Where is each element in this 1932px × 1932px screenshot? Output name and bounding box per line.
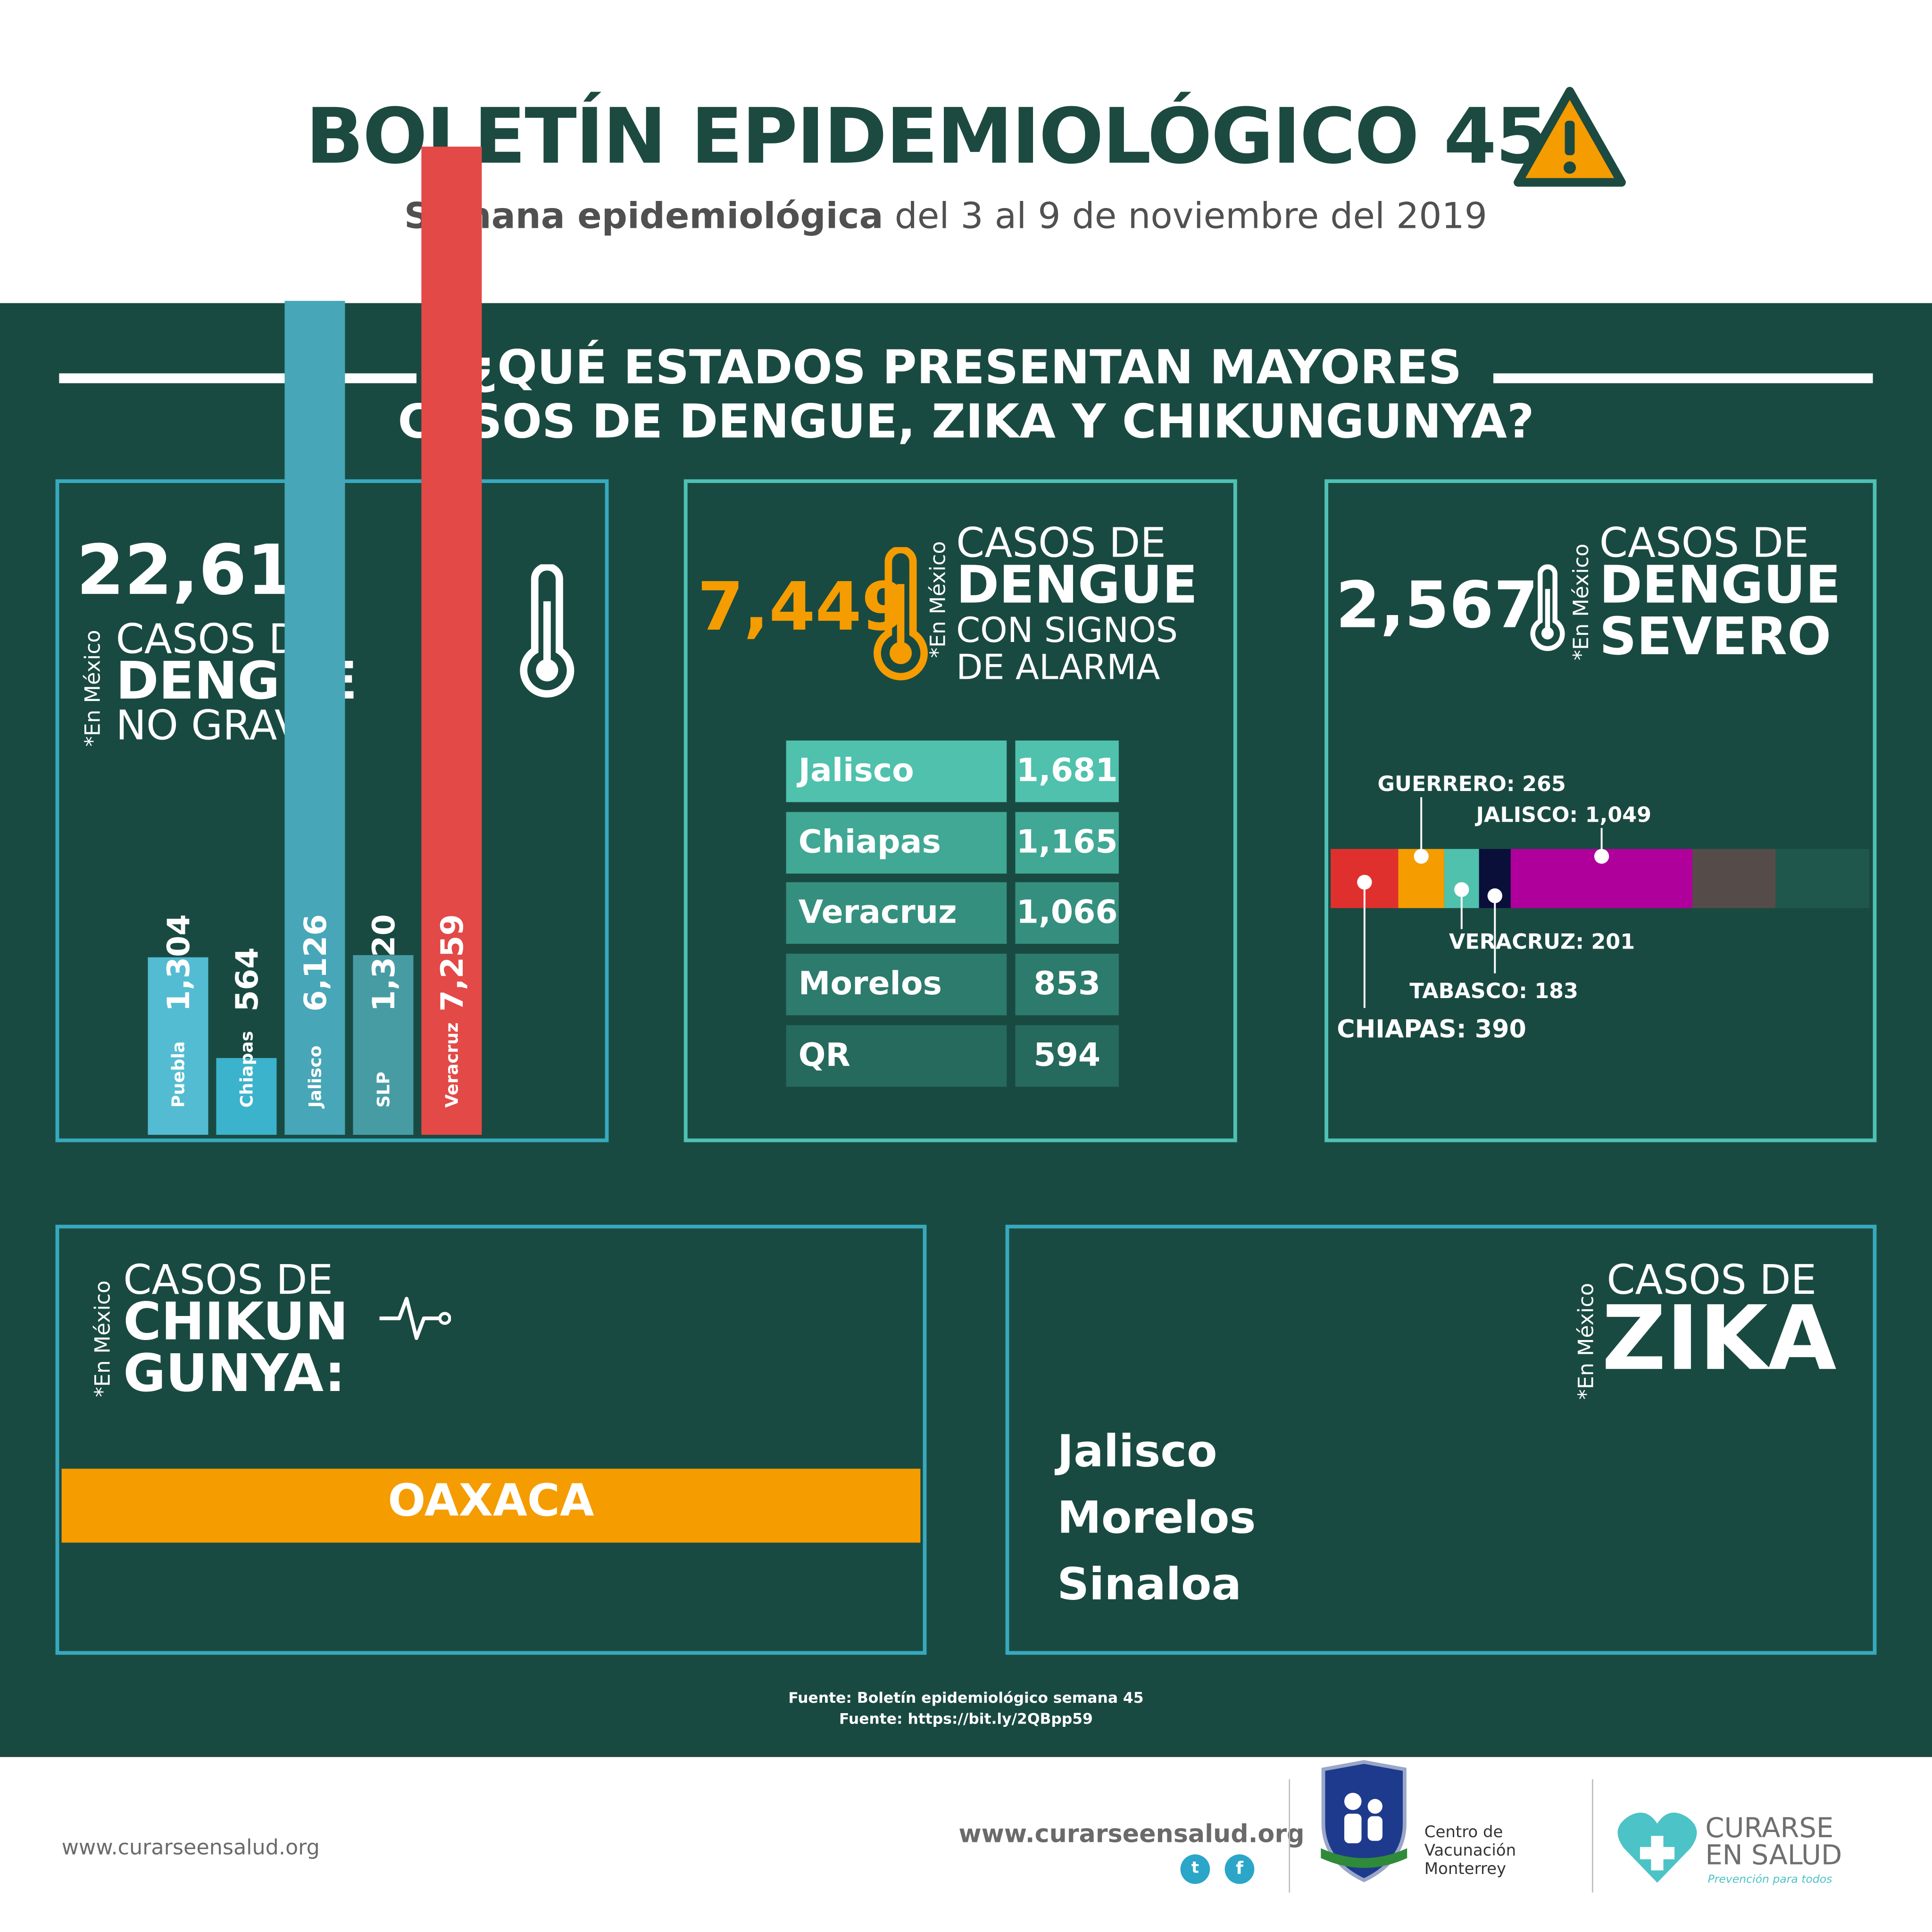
table-row-value: 1,165 [1015,811,1119,874]
warning-icon [1514,87,1626,187]
bar-category-label: Chiapas [237,1031,257,1108]
footer-separator-2 [1592,1779,1593,1893]
table-row-value: 1,681 [1015,740,1119,802]
bar-value-label: 6,126 [298,914,333,1012]
bar-chiapas [216,1058,277,1135]
segment-marker [1357,874,1372,890]
cvm-line-1: Centro de [1424,1824,1503,1842]
alarma-total: 7,449 [697,568,908,646]
table-row-state: QR [786,1024,1007,1087]
zika-state-1: Jalisco [1057,1426,1217,1478]
panel-chikungunya [55,1224,927,1655]
section-question-line2: CASOS DE DENGUE, ZIKA Y CHIKUNGUNYA? [398,394,1534,449]
chikungunya-line1: CASOS DE [123,1255,333,1304]
zika-note: *En México [1574,1282,1599,1400]
severo-line2: DENGUE [1599,554,1841,615]
footer-url-left[interactable]: www.curarseensalud.org [61,1836,320,1861]
bar-highlight [353,955,414,1135]
bar-puebla [148,957,208,1135]
cvm-line-2: Vacunación [1424,1842,1516,1861]
brand-line-2: EN SALUD [1705,1840,1842,1872]
table-row-state: Chiapas [786,811,1007,874]
subtitle-rest: del 3 al 9 de noviembre del 2019 [883,194,1487,237]
page-subtitle: Semana epidemiológica del 3 al 9 de novi… [404,195,1513,237]
table-row-state: Morelos [786,954,1007,1016]
segment-label: JALISCO: 1,049 [1474,803,1651,827]
section-question-line1: ¿QUÉ ESTADOS PRESENTAN MAYORES [470,340,1462,394]
segment-otros [1692,849,1776,908]
bar-value-label: 7,259 [434,914,470,1012]
bar-highlight [284,300,345,1135]
segment-marker [1454,882,1469,897]
panel-dengue-alarma [683,479,1237,1142]
subtitle-bold: Semana epidemiológica [404,194,883,237]
chikungunya-line3: GUNYA: [123,1343,345,1404]
panel-zika [1005,1224,1877,1655]
table-row-value: 1,066 [1015,883,1119,944]
segment-label: CHIAPAS: 390 [1337,1016,1526,1044]
alarma-line2: DENGUE [956,554,1198,615]
cvm-shield-logo [1321,1760,1407,1882]
segment-marker [1414,849,1429,864]
bar-category-label: SLP [373,1072,393,1108]
footer-url-right[interactable]: www.curarseensalud.org [958,1818,1305,1849]
table-row-state: Veracruz [786,883,1007,944]
bar-highlight [148,957,208,1135]
bar-slp [353,955,414,1135]
curarse-heart-logo [1617,1812,1697,1883]
segment-marker [1487,888,1502,903]
alarma-line4: DE ALARMA [956,647,1160,688]
cvm-line-3: Monterrey [1424,1860,1507,1879]
table-row-value: 594 [1015,1024,1119,1087]
divider-right [1493,373,1873,383]
severo-line3: SEVERO [1599,606,1832,667]
footer-separator-1 [1289,1779,1291,1893]
segment-label: TABASCO: 183 [1409,979,1578,1003]
chikungunya-state: OAXACA [388,1476,594,1527]
table-row-value: 853 [1015,954,1119,1016]
twitter-icon[interactable]: t [1180,1854,1210,1884]
thermometer-orange-icon [874,547,928,681]
severo-total: 2,567 [1335,569,1539,643]
segment-marker [1594,849,1609,864]
severo-line1: CASOS DE [1599,518,1809,567]
table-row-state: Jalisco [786,740,1007,802]
bar-value-label: 1,320 [366,914,402,1012]
brand-line-1: CURARSE [1705,1814,1834,1845]
chikungunya-line2: CHIKUN [123,1291,349,1352]
chikungunya-note: *En México [91,1280,116,1398]
thermometer-small-icon [1530,564,1565,651]
bar-category-label: Jalisco [305,1046,325,1109]
bar-highlight [421,146,482,1135]
bar-veracruz [421,146,482,1135]
heartbeat-icon [379,1297,451,1340]
bar-category-label: Veracruz [441,1023,462,1108]
zika-state-3: Sinaloa [1057,1560,1241,1611]
brand-tagline: Prevención para todos [1707,1874,1832,1887]
alarma-line1: CASOS DE [956,518,1166,567]
bar-category-label: Puebla [168,1041,189,1108]
source-line-1: Fuente: Boletín epidemiológico semana 45 [788,1689,1144,1707]
page-title: BOLETÍN EPIDEMIOLÓGICO 45 [305,91,1549,181]
alarma-line3: CON SIGNOS [956,610,1178,651]
zika-state-2: Morelos [1057,1493,1256,1544]
panel-dengue-severo [1324,479,1877,1142]
zika-line1: CASOS DE [1607,1255,1817,1304]
bar-value-label: 1,304 [161,914,197,1012]
facebook-icon[interactable]: f [1224,1854,1255,1884]
zika-line2: ZIKA [1601,1286,1837,1390]
bar-jalisco [284,300,345,1135]
segment-label: GUERRERO: 265 [1377,772,1566,796]
source-line-2: Fuente: https://bit.ly/2QBpp59 [839,1710,1093,1728]
chikungunya-state-bar [61,1468,921,1543]
thermometer-icon [520,564,575,698]
bar-value-label: 564 [229,947,265,1011]
segment-label: VERACRUZ: 201 [1449,930,1635,954]
